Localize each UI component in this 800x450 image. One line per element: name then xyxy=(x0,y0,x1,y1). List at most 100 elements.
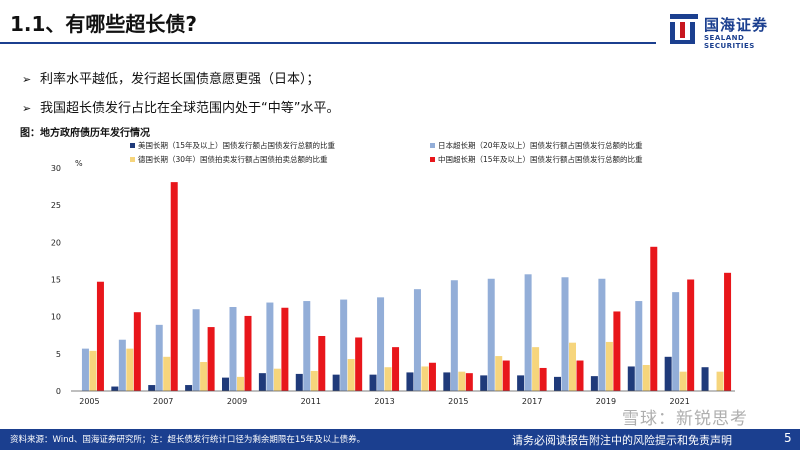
bar xyxy=(192,309,200,391)
bar xyxy=(281,307,289,391)
legend-label: 中国超长期（15年及以上）国债发行额占国债发行总额的比重 xyxy=(438,154,643,164)
bar xyxy=(303,301,311,391)
y-tick-label: 15 xyxy=(51,276,61,285)
x-tick-label: 2007 xyxy=(153,397,173,406)
bar xyxy=(155,324,163,391)
bar xyxy=(590,376,598,391)
source-note: 资料来源：Wind、国海证券研究所；注：超长债发行统计口径为剩余期限在15年及以… xyxy=(10,435,366,445)
bar xyxy=(340,299,348,391)
x-tick-label: 2019 xyxy=(596,397,616,406)
bar xyxy=(244,315,252,391)
bar xyxy=(347,359,355,391)
bar xyxy=(118,339,126,391)
disclaimer-link[interactable]: 请务必阅读报告附注中的风险提示和免责声明 xyxy=(512,434,732,447)
bar xyxy=(266,302,274,391)
logo-text-en: SEALAND SECURITIES xyxy=(704,34,755,50)
bar xyxy=(450,280,458,391)
bar xyxy=(443,372,451,391)
bar xyxy=(701,367,709,391)
footer-bar xyxy=(0,429,800,450)
bar xyxy=(679,371,687,391)
bar xyxy=(687,279,695,391)
bar xyxy=(428,362,436,391)
bar xyxy=(355,337,363,391)
x-tick-label: 2015 xyxy=(448,397,468,406)
bar xyxy=(310,370,318,391)
bar xyxy=(532,347,540,391)
bar xyxy=(295,373,303,391)
bar xyxy=(458,371,466,391)
x-tick-label: 2005 xyxy=(79,397,99,406)
y-tick-label: 30 xyxy=(51,164,61,173)
bar xyxy=(384,367,392,391)
bar xyxy=(377,297,385,391)
bar xyxy=(539,367,547,391)
bar xyxy=(650,246,658,391)
y-tick-label: 0 xyxy=(56,387,61,396)
bar xyxy=(148,385,156,391)
bar xyxy=(332,374,340,391)
bar xyxy=(133,312,141,391)
bar xyxy=(716,371,724,391)
bar xyxy=(318,335,326,391)
header-divider xyxy=(0,42,656,44)
bar xyxy=(96,281,104,391)
bar xyxy=(495,356,503,391)
x-tick-label: 2013 xyxy=(374,397,394,406)
y-tick-label: 5 xyxy=(56,350,61,359)
x-tick-label: 2011 xyxy=(301,397,321,406)
bar xyxy=(421,366,429,391)
bar xyxy=(273,368,281,391)
watermark: 雪球：新锐思考 xyxy=(622,409,748,429)
legend-swatch xyxy=(130,157,135,162)
bar xyxy=(406,372,414,391)
bar-chart: 美国长期（15年及以上）国债发行额占国债发行总额的比重 日本超长期（20年及以上）… xyxy=(51,140,735,406)
bar xyxy=(369,374,377,391)
y-tick-label: 10 xyxy=(51,313,61,322)
bullet-text: 利率水平越低，发行超长国债意愿更强（日本）； xyxy=(40,72,320,87)
bar xyxy=(613,311,621,391)
bar xyxy=(185,385,193,391)
bullet-item: ➢ 利率水平越低，发行超长国债意愿更强（日本）； xyxy=(22,68,320,87)
y-unit-label: % xyxy=(75,159,83,168)
bar xyxy=(517,375,525,391)
bar xyxy=(664,356,672,391)
bar xyxy=(163,356,171,391)
sealand-logo-icon xyxy=(670,14,698,44)
logo-text-cn: 国海证券 xyxy=(704,16,769,34)
bar xyxy=(554,376,561,391)
bar xyxy=(413,289,421,391)
figure-caption: 图：地方政府债历年发行情况 xyxy=(20,128,150,139)
bar xyxy=(502,360,510,391)
bar xyxy=(465,373,473,391)
legend-label: 德国长期（30年）国债拍卖发行额占国债拍卖总额的比重 xyxy=(138,154,328,164)
bar xyxy=(200,362,208,391)
bar xyxy=(392,347,400,391)
x-tick-label: 2021 xyxy=(669,397,689,406)
bullet-arrow-icon: ➢ xyxy=(22,102,32,115)
bar xyxy=(81,348,89,391)
y-tick-label: 20 xyxy=(51,238,61,247)
bullet-item: ➢ 我国超长债发行占比在全球范围内处于“中等”水平。 xyxy=(22,97,339,116)
y-tick-label: 25 xyxy=(51,201,61,210)
bar xyxy=(605,341,613,391)
legend-swatch xyxy=(430,143,435,148)
bar xyxy=(222,377,229,391)
bar xyxy=(111,386,119,391)
bar xyxy=(627,366,635,391)
bar xyxy=(598,278,606,391)
bar xyxy=(170,182,178,391)
page-number: 5 xyxy=(784,431,792,445)
bar xyxy=(237,376,244,391)
bar xyxy=(229,307,237,391)
bar xyxy=(524,274,532,391)
bar xyxy=(724,272,732,391)
x-tick-label: 2017 xyxy=(522,397,542,406)
legend-swatch xyxy=(430,157,435,162)
bar xyxy=(672,292,680,391)
bullet-text: 我国超长债发行占比在全球范围内处于“中等”水平。 xyxy=(40,101,340,116)
bar xyxy=(126,348,134,391)
bar xyxy=(561,277,569,391)
bar xyxy=(642,364,650,391)
bar xyxy=(258,373,266,391)
